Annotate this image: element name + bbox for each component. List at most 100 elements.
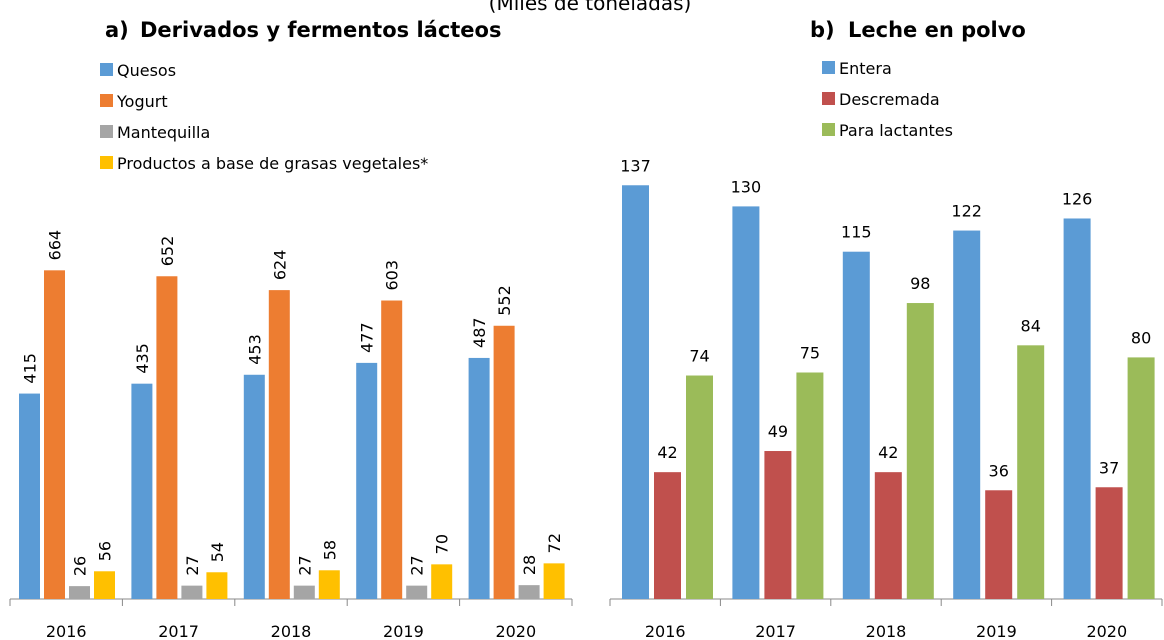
value-label: 453	[245, 334, 264, 365]
value-label: 75	[800, 344, 820, 363]
bar	[732, 206, 760, 599]
value-label: 415	[21, 353, 40, 384]
value-label: 70	[433, 534, 452, 554]
value-label: 487	[470, 317, 489, 348]
value-label: 27	[408, 555, 427, 575]
bar	[985, 490, 1013, 599]
bar	[181, 585, 203, 599]
value-label: 126	[1062, 189, 1093, 208]
bar	[381, 300, 403, 599]
bar	[69, 586, 90, 599]
bar	[1127, 357, 1155, 599]
value-label: 435	[133, 343, 152, 374]
legend-swatch	[822, 61, 835, 74]
chart-title: Derivados y fermentos lácteos	[140, 18, 501, 42]
x-tick-label: 2020	[495, 622, 536, 640]
x-tick-label: 2018	[866, 622, 907, 640]
value-label: 37	[1099, 458, 1119, 477]
x-tick-label: 2019	[383, 622, 424, 640]
bar	[622, 185, 649, 599]
value-label: 98	[910, 274, 930, 293]
x-tick-label: 2017	[755, 622, 796, 640]
bar	[268, 290, 290, 599]
value-label: 624	[270, 250, 289, 281]
legend-swatch	[822, 92, 835, 105]
x-tick-label: 2017	[158, 622, 199, 640]
value-label: 72	[545, 533, 564, 553]
value-label: 56	[96, 541, 115, 561]
bar	[156, 276, 178, 599]
value-label: 477	[358, 322, 377, 353]
legend-label: Yogurt	[116, 92, 168, 111]
bar	[1063, 218, 1091, 600]
legend-swatch	[100, 156, 113, 169]
value-label: 603	[383, 260, 402, 291]
bar	[131, 383, 153, 599]
legend-label: Para lactantes	[839, 121, 953, 140]
value-label: 115	[841, 223, 872, 242]
x-tick-label: 2018	[271, 622, 312, 640]
bar	[406, 585, 428, 599]
value-label: 27	[295, 555, 314, 575]
legend-swatch	[822, 123, 835, 136]
x-tick-label: 2016	[46, 622, 87, 640]
panel-label: a)	[105, 18, 129, 42]
value-label: 49	[768, 422, 788, 441]
bar	[518, 585, 540, 599]
bar	[686, 375, 713, 599]
bar	[356, 362, 378, 599]
legend-swatch	[100, 125, 113, 138]
x-tick-label: 2019	[976, 622, 1017, 640]
x-tick-label: 2020	[1086, 622, 1127, 640]
bar	[318, 570, 340, 599]
legend-swatch	[100, 94, 113, 107]
x-tick-label: 2016	[645, 622, 686, 640]
legend-label: Quesos	[117, 61, 176, 80]
subtitle: (Miles de toneladas)	[489, 0, 692, 15]
value-label: 652	[158, 236, 177, 267]
bar	[1017, 345, 1045, 599]
value-label: 27	[183, 555, 202, 575]
value-label: 54	[208, 542, 227, 562]
bar	[764, 451, 792, 599]
value-label: 36	[989, 461, 1009, 480]
legend-label: Mantequilla	[117, 123, 210, 142]
value-label: 42	[657, 443, 677, 462]
value-label: 74	[689, 347, 709, 366]
bar	[1095, 487, 1123, 599]
value-label: 42	[878, 443, 898, 462]
value-label: 552	[495, 285, 514, 316]
bar	[874, 472, 902, 599]
bar	[543, 563, 565, 599]
bar	[654, 472, 681, 599]
bar	[206, 572, 228, 599]
bar	[953, 230, 981, 599]
legend-swatch	[100, 63, 113, 76]
legend-label: Productos a base de grasas vegetales*	[117, 154, 428, 173]
value-label: 137	[620, 156, 651, 175]
panel-label: b)	[810, 18, 835, 42]
value-label: 58	[320, 540, 339, 560]
bar	[431, 564, 453, 599]
value-label: 664	[46, 230, 65, 261]
legend-label: Descremada	[839, 90, 940, 109]
value-label: 80	[1131, 328, 1151, 347]
bar	[796, 372, 824, 599]
bar	[243, 374, 265, 599]
value-label: 84	[1021, 316, 1041, 335]
legend-label: Entera	[839, 59, 892, 78]
bar	[94, 571, 115, 599]
bar	[44, 270, 65, 599]
value-label: 130	[731, 177, 762, 196]
bar	[842, 251, 870, 599]
chart-title: Leche en polvo	[848, 18, 1026, 42]
bar	[493, 325, 515, 599]
value-label: 122	[951, 202, 982, 221]
bar	[906, 303, 934, 599]
bar	[468, 357, 490, 599]
bar	[293, 585, 315, 599]
value-label: 28	[520, 555, 539, 575]
value-label: 26	[71, 556, 90, 576]
